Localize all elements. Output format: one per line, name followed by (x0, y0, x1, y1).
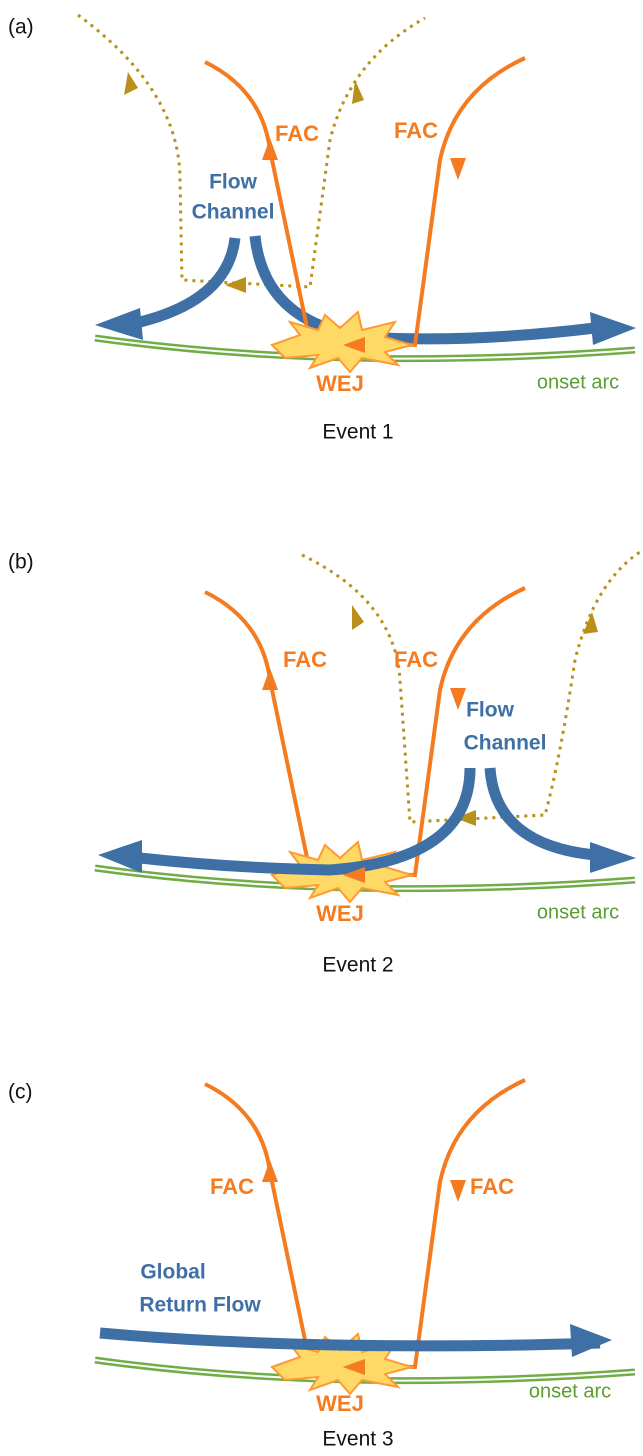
flow-label: Flow (466, 699, 514, 722)
flow-label: Return Flow (139, 1294, 261, 1317)
fac-label: FAC (210, 1174, 254, 1199)
flow-arrow (138, 237, 241, 328)
wej-label: WEJ (316, 901, 364, 926)
current-system (95, 58, 635, 372)
caption: Event 3 (322, 1428, 393, 1451)
flow-label: Channel (192, 201, 275, 224)
flow-arrow (99, 1327, 601, 1352)
caption: Event 1 (322, 421, 393, 444)
fac-label: FAC (283, 647, 327, 672)
flow-arrow (139, 767, 476, 876)
flow-label: Global (140, 1261, 205, 1284)
fac-label: FAC (275, 121, 319, 146)
wej-label: WEJ (316, 1391, 364, 1416)
arc-label: onset arc (537, 371, 619, 393)
panel-label: (c) (8, 1081, 33, 1104)
fac-label: FAC (394, 118, 438, 143)
flow-label: Channel (464, 732, 547, 755)
fac-label: FAC (470, 1174, 514, 1199)
panel-a: (a) FAC FAC Flow Channel WEJ onset arc E… (8, 13, 636, 444)
fac-label: FAC (394, 647, 438, 672)
panel-label: (a) (8, 16, 34, 39)
wej-label: WEJ (316, 371, 364, 396)
flow-arrow (484, 767, 596, 861)
convection-path (301, 548, 643, 824)
panel-c: (c) FAC FAC Global Return Flow WEJ onset… (8, 1080, 635, 1451)
panel-label: (b) (8, 551, 34, 574)
panel-b: (b) FAC FAC Flow Channel WEJ onset arc E… (8, 548, 643, 977)
convection-path (77, 13, 426, 289)
arc-label: onset arc (537, 901, 619, 923)
caption: Event 2 (322, 954, 393, 977)
flow-label: Flow (209, 171, 257, 194)
arc-label: onset arc (529, 1380, 611, 1402)
current-system (95, 588, 635, 902)
